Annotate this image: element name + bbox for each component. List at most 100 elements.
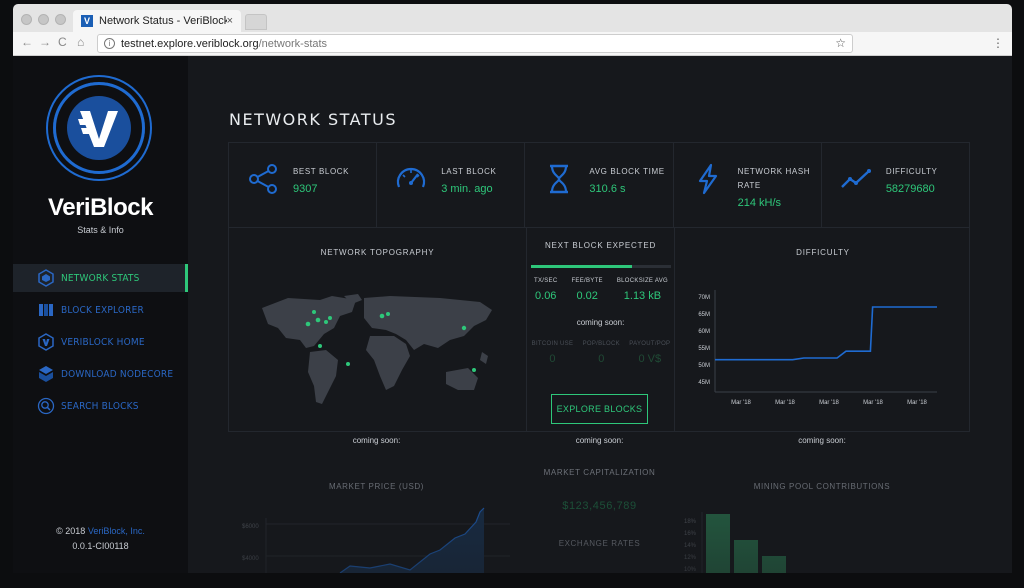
info-icon[interactable]: i	[104, 38, 115, 49]
sidebar-item-veriblock-home[interactable]: VERIBLOCK HOME	[13, 328, 188, 356]
footer-copyright: © 2018 VeriBlock, Inc.	[13, 526, 188, 536]
back-icon[interactable]: ←	[21, 35, 33, 49]
sidebar-item-network-stats[interactable]: NETWORK STATS	[13, 264, 188, 292]
new-tab-button[interactable]	[245, 14, 267, 30]
favicon-icon: V	[81, 15, 93, 27]
metric-label: BLOCKSIZE AVG	[616, 278, 668, 284]
sidebar-item-label: DOWNLOAD NODECORE	[61, 368, 174, 380]
home-icon[interactable]: ⌂	[77, 35, 85, 49]
network-topography-panel: NETWORK TOPOGRAPHY	[229, 228, 526, 432]
sidebar-item-block-explorer[interactable]: BLOCK EXPLORER	[13, 296, 188, 324]
version-label: 0.0.1-CI00118	[72, 541, 129, 551]
speedometer-icon	[397, 167, 426, 188]
sidebar-item-search-blocks[interactable]: SEARCH BLOCKS	[13, 392, 188, 420]
x-tick-label: Mar '18	[907, 400, 927, 406]
stat-value: 3 min. ago	[441, 183, 493, 195]
page: VeriBlock Stats & Info NETWORK STATS BLO…	[13, 56, 1012, 573]
metric-value: 0.06	[535, 290, 557, 302]
coming-soon-topography: coming soon:	[352, 436, 401, 445]
pool-tick: 18%	[684, 519, 697, 525]
metric-label: FEE/BYTE	[571, 278, 603, 284]
mining-pool-title: MINING POOL CONTRIBUTIONS	[753, 482, 891, 491]
coming-soon-difficulty: coming soon:	[798, 436, 846, 445]
stat-difficulty: DIFFICULTY 58279680	[822, 143, 969, 227]
pool-bar	[706, 514, 730, 573]
metric-label: PAYOUT/POP	[629, 341, 671, 347]
y-tick-label: 70M	[698, 295, 710, 301]
brand-name: VeriBlock	[48, 194, 153, 221]
tab-close-icon[interactable]: ×	[226, 15, 233, 27]
metric-blocksize-avg: BLOCKSIZE AVG 1.13 kB	[617, 278, 668, 302]
pool-tick: 16%	[684, 531, 697, 537]
main-content: NETWORK STATUS BEST BLOCK 9307	[188, 56, 1012, 573]
address-bar[interactable]: i testnet.explore.veriblock.org/network-…	[97, 34, 853, 53]
share-icon	[249, 164, 277, 194]
bookmark-star-icon[interactable]: ☆	[835, 36, 846, 50]
metric-payout-pop: PAYOUT/POP 0 V$	[629, 341, 670, 365]
close-window-button[interactable]	[21, 14, 32, 25]
y-tick-label: 55M	[698, 346, 710, 352]
difficulty-series-line	[715, 306, 937, 361]
pop-metrics: BITCOIN USE 0 POP/BLOCK 0 PAYOUT/POP 0 V…	[527, 341, 675, 365]
coming-soon-next-block: coming soon:	[575, 436, 624, 445]
tab-title: Network Status - VeriBlock	[99, 15, 227, 27]
pool-tick: 14%	[684, 543, 697, 549]
panel-title: DIFFICULTY	[796, 248, 850, 257]
maximize-window-button[interactable]	[55, 14, 66, 25]
y-tick-label: 45M	[698, 380, 710, 386]
difficulty-panel: DIFFICULTY 70M 65M 60M 55M 50M 45M Mar '18 Mar …	[675, 228, 971, 432]
stat-label: NETWORK HASH RATE	[737, 167, 811, 190]
pool-tick: 12%	[684, 555, 697, 561]
stat-value: 9307	[293, 183, 318, 195]
metric-value: 0.02	[576, 290, 598, 302]
browser-menu-icon[interactable]: ⋮	[992, 36, 1004, 50]
logo-v-icon	[67, 96, 131, 160]
reload-icon[interactable]: C	[58, 35, 67, 49]
sidebar: VeriBlock Stats & Info NETWORK STATS BLO…	[13, 56, 188, 573]
download-box-icon	[39, 366, 53, 382]
pool-bar	[762, 556, 786, 573]
lightning-icon	[698, 163, 717, 195]
sidebar-item-download-nodecore[interactable]: DOWNLOAD NODECORE	[13, 360, 188, 388]
stat-label: AVG BLOCK TIME	[589, 167, 665, 176]
x-tick-label: Mar '18	[731, 400, 751, 406]
stat-label: BEST BLOCK	[293, 167, 350, 176]
forward-icon[interactable]: →	[39, 35, 51, 49]
price-tick: $4000	[242, 556, 259, 562]
next-block-panel: NEXT BLOCK EXPECTED TX/SEC 0.06 FEE/BYTE…	[526, 228, 675, 432]
stat-network-hash-rate: NETWORK HASH RATE 214 kH/s	[674, 143, 822, 227]
metric-tx-sec: TX/SEC 0.06	[534, 278, 557, 302]
stat-value: 214 kH/s	[737, 197, 782, 209]
minimize-window-button[interactable]	[38, 14, 49, 25]
mining-pool-chart: 18% 16% 14% 12% 10%	[684, 512, 786, 573]
y-tick-label: 65M	[698, 312, 710, 318]
explore-blocks-button[interactable]: EXPLORE BLOCKS	[551, 394, 648, 424]
market-section: MARKET PRICE (USD) MARKET CAPITALIZATION…	[228, 454, 970, 573]
metric-value: 0 V$	[638, 353, 662, 365]
stat-last-block: LAST BLOCK 3 min. ago	[377, 143, 526, 227]
metric-value: 0	[598, 353, 605, 365]
coming-soon-label: coming soon:	[576, 318, 625, 327]
url-host: testnet.explore.veriblock.org	[121, 37, 259, 50]
metric-bitcoin-use: BITCOIN USE 0	[532, 341, 574, 365]
price-tick: $6000	[242, 524, 259, 530]
x-tick-label: Mar '18	[775, 400, 795, 406]
stats-row: BEST BLOCK 9307 LAST BLOCK 3 min. ago	[228, 142, 970, 228]
sidebar-item-label: VERIBLOCK HOME	[61, 336, 145, 348]
stat-best-block: BEST BLOCK 9307	[229, 143, 378, 227]
x-tick-label: Mar '18	[819, 400, 839, 406]
company-link[interactable]: VeriBlock, Inc.	[87, 526, 145, 536]
pool-tick: 10%	[684, 567, 697, 573]
metric-label: POP/BLOCK	[582, 341, 620, 347]
metric-fee-byte: FEE/BYTE 0.02	[571, 278, 602, 302]
page-title: NETWORK STATUS	[229, 110, 397, 129]
sidebar-nav: NETWORK STATS BLOCK EXPLORER VERIBLOCK H…	[13, 264, 188, 424]
metric-label: BITCOIN USE	[531, 341, 574, 347]
blocks-icon	[39, 304, 53, 316]
stat-value: 310.6 s	[589, 183, 626, 195]
veriblock-logo[interactable]	[53, 82, 145, 174]
panel-title: NEXT BLOCK EXPECTED	[544, 241, 657, 250]
stat-value: 58279680	[885, 183, 935, 195]
details-row: NETWORK TOPOGRAPHY	[228, 228, 970, 432]
browser-tab[interactable]: V Network Status - VeriBlock ×	[73, 10, 241, 32]
